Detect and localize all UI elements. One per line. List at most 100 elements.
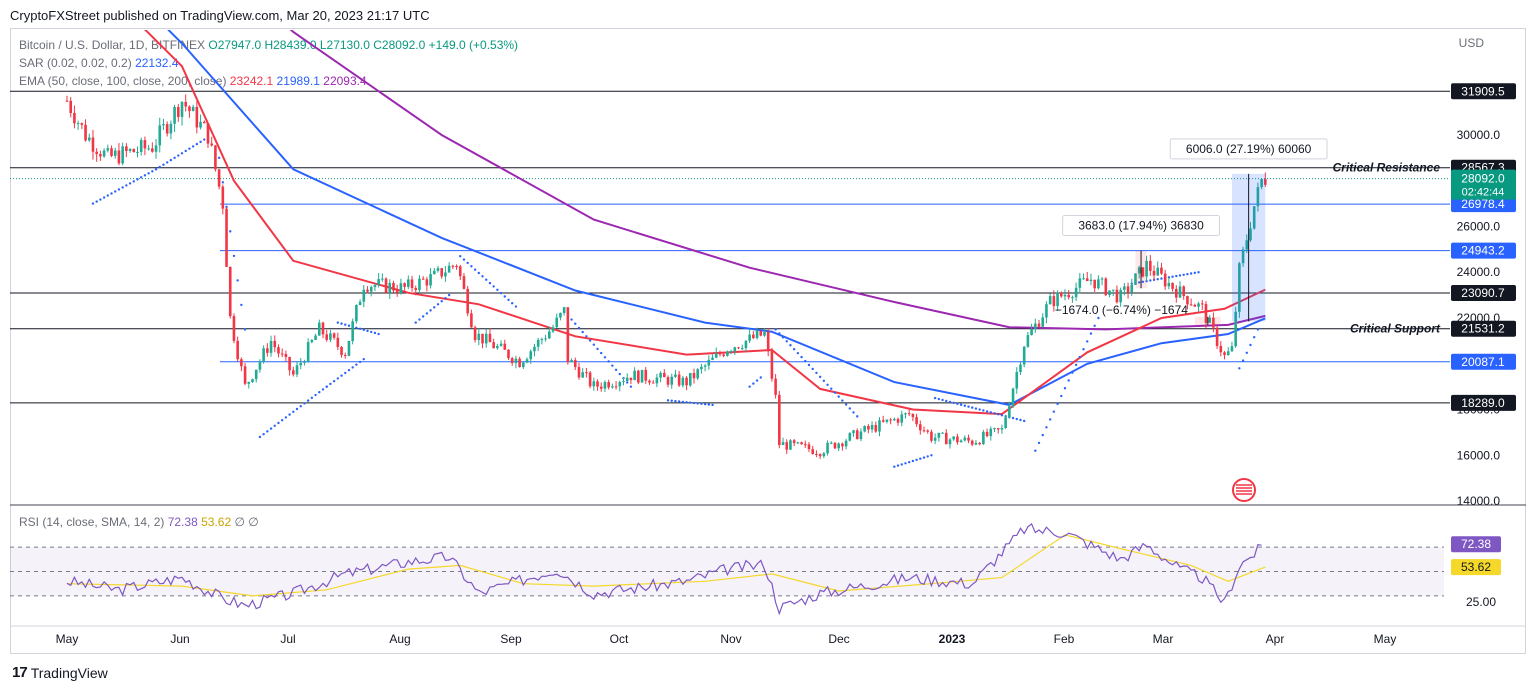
candle-body	[1208, 317, 1211, 323]
candle-body	[822, 453, 826, 457]
candle-body	[525, 359, 529, 363]
candle-body	[1019, 364, 1022, 372]
candle-body	[1234, 311, 1237, 347]
candle-body	[225, 208, 228, 267]
candle-body	[188, 106, 191, 112]
tradingview-logo-icon: 17	[12, 664, 28, 681]
candle-body	[666, 377, 670, 385]
candle-body	[1137, 267, 1141, 274]
sar-dot	[125, 184, 128, 187]
candle-body	[343, 354, 347, 356]
level-label: 20087.1	[1461, 355, 1505, 369]
ema200-value: 22093.4	[323, 74, 367, 88]
sar-dot	[703, 402, 707, 406]
sar-dot	[830, 387, 833, 390]
sar-dot	[919, 457, 922, 460]
candle-body	[84, 124, 87, 141]
rsi-label: RSI (14, close, SMA, 14, 2)	[19, 515, 165, 529]
sar-legend[interactable]: SAR (0.02, 0.02, 0.2) 22132.4	[19, 56, 178, 70]
sar-dot	[503, 295, 506, 298]
level-badge	[1451, 242, 1516, 259]
candle-body	[254, 369, 258, 380]
sar-dot	[1193, 271, 1197, 275]
time-tick-label: 2023	[939, 632, 966, 646]
candle-body	[551, 327, 555, 332]
sar-dot	[904, 462, 907, 465]
candle-body	[1008, 406, 1011, 418]
candle-body	[184, 101, 188, 107]
sar-dot	[800, 355, 803, 359]
candle-body	[128, 149, 132, 152]
candle-body	[815, 453, 818, 455]
candle-body	[648, 380, 651, 383]
sar-dot	[963, 404, 967, 407]
sar-dot	[173, 156, 176, 160]
chart-frame	[10, 28, 1526, 654]
candle-body	[629, 377, 633, 381]
candle-body	[258, 361, 262, 370]
candle-body	[688, 372, 692, 386]
sar-dot	[485, 278, 488, 281]
candle-body	[933, 437, 937, 441]
sar-dot	[948, 400, 952, 404]
sar-dot	[907, 460, 911, 464]
ema-legend[interactable]: EMA (50, close, 100, close, 200, close) …	[19, 74, 367, 88]
rsi-legend[interactable]: RSI (14, close, SMA, 14, 2) 72.38 53.62 …	[19, 515, 259, 529]
price-tick-label: 16000.0	[1457, 448, 1501, 462]
candle-body	[948, 439, 952, 445]
candle-body	[347, 341, 351, 356]
candle-body	[711, 357, 714, 360]
sar-dot	[425, 312, 429, 315]
candle-body	[162, 124, 165, 126]
candle-body	[65, 100, 69, 102]
candle-body	[1115, 289, 1119, 303]
sar-dot	[852, 411, 855, 414]
sar-dot	[481, 275, 484, 278]
candle-body	[362, 289, 366, 302]
candle-body	[659, 372, 662, 378]
candle-body	[1078, 278, 1082, 288]
time-tick-label: Dec	[828, 632, 849, 646]
sar-dot	[922, 456, 926, 459]
sar-dot	[1041, 433, 1044, 437]
sar-dot	[143, 174, 147, 177]
tradingview-brand[interactable]: 17 TradingView	[12, 664, 108, 681]
candle-body	[340, 346, 343, 355]
sar-dot	[1071, 371, 1074, 374]
sar-dot	[203, 138, 206, 141]
candle-body	[1174, 288, 1178, 298]
sar-dot	[496, 288, 499, 291]
sar-dot	[158, 165, 161, 169]
symbol-legend[interactable]: Bitcoin / U.S. Dollar, 1D, BITFINEX O279…	[19, 38, 518, 52]
sar-dot	[429, 309, 432, 312]
candle-body	[867, 426, 870, 430]
candle-body	[1130, 284, 1134, 293]
time-tick-label: Jul	[280, 632, 295, 646]
candle-body	[503, 343, 507, 350]
candle-body	[844, 440, 848, 447]
sar-dot	[162, 163, 165, 166]
sar-dot	[344, 371, 347, 375]
currency-label: USD	[1459, 36, 1485, 50]
candle-body	[418, 278, 421, 291]
sar-dot	[221, 181, 225, 184]
candle-body	[770, 351, 774, 379]
candle-body	[922, 430, 926, 432]
sar-dot	[681, 400, 685, 404]
sar-dot	[191, 145, 195, 148]
candle-body	[536, 339, 540, 347]
candle-body	[993, 428, 996, 430]
candle-body	[499, 343, 503, 346]
sar-dot	[1178, 274, 1182, 277]
sar-dot	[355, 363, 358, 366]
candle-body	[944, 432, 948, 445]
level-badge	[1451, 285, 1516, 302]
candle-body	[841, 443, 844, 447]
level-label: 24943.2	[1461, 244, 1505, 258]
candle-body	[496, 345, 499, 349]
sar-dot	[114, 190, 117, 193]
sar-dot	[1156, 278, 1159, 281]
candle-body	[1230, 346, 1234, 352]
candle-body	[102, 150, 106, 157]
